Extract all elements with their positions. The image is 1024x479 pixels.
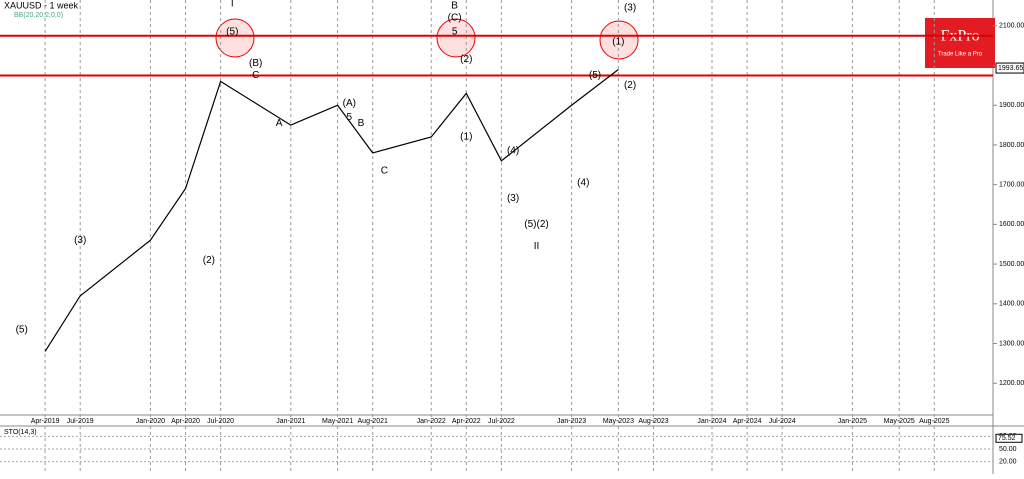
price-line [44,69,619,352]
highlight-circle [215,18,255,58]
x-tick-label: Apr-2019 [31,418,60,425]
wave-label: (3) [624,3,636,14]
wave-label: (1) [612,36,624,47]
wave-label: II [534,241,540,252]
wave-label: (1) [460,132,472,143]
x-tick-label: Aug-2025 [919,418,949,425]
y-tick-label: 20.00 [999,458,1017,465]
wave-label: (A) [343,98,356,109]
x-tick-label: Jan-2023 [557,418,586,425]
x-tick-label: Jul-2024 [769,418,796,425]
wave-label: (2) [460,54,472,65]
wave-label: (5)(2) [524,219,548,230]
y-tick-label: 1700.00 [999,182,1024,189]
x-tick-label: Aug-2023 [638,418,668,425]
wave-label: (2) [624,80,636,91]
wave-label: (B) [249,58,262,69]
wave-label: B [358,118,365,129]
wave-label: (2) [203,255,215,266]
x-tick-label: Aug-2021 [358,418,388,425]
y-tick-label: 1200.00 [999,380,1024,387]
y-tick-label: 2100.00 [999,23,1024,30]
wave-label: 5 [452,26,458,37]
oscillator-title: STO(14,3) [4,429,37,436]
y-tick-label: 1800.00 [999,142,1024,149]
x-tick-label: May-2021 [322,418,353,425]
logo [925,18,995,68]
wave-label: C [252,70,259,81]
x-tick-label: Apr-2024 [733,418,762,425]
y-tick-label: 1500.00 [999,261,1024,268]
y-tick-label: 1900.00 [999,102,1024,109]
wave-label: 5 [347,112,353,123]
x-tick-label: Jan-2024 [697,418,726,425]
wave-label: (C) [448,13,462,24]
osc-tag [995,433,1023,443]
price-tag-label: 1993.65 [998,65,1023,72]
chart-title: XAUUSD - 1 week [4,0,79,10]
wave-label: (3) [74,235,86,246]
highlight-circle [436,18,476,58]
wave-label: (5) [589,70,601,81]
wave-label: A [276,118,283,129]
wave-label: B [451,1,458,12]
x-tick-label: Apr-2022 [452,418,481,425]
wave-label: (3) [507,193,519,204]
logo-tagline: Trade Like a Pro [938,52,983,58]
osc-tag-label: 75.52 [998,435,1016,442]
wave-label: (4) [507,146,519,157]
x-tick-label: Apr-2020 [171,418,200,425]
x-tick-label: Jul-2020 [207,418,234,425]
y-tick-label: 1300.00 [999,340,1024,347]
x-tick-label: Jan-2020 [136,418,165,425]
wave-label: (5) [16,324,28,335]
x-tick-label: Jul-2019 [67,418,94,425]
wave-label: C [381,165,388,176]
y-tick-label: 1600.00 [999,221,1024,228]
highlight-circle [599,20,639,60]
y-tick-label: 50.00 [999,446,1017,453]
indicator-label: BB(20,20,2,0,0) [14,12,63,19]
x-tick-label: Jan-2022 [417,418,446,425]
x-tick-label: Jan-2021 [276,418,305,425]
wave-label: (4) [577,177,589,188]
wave-label: (5) [226,26,238,37]
x-tick-label: Jul-2022 [488,418,515,425]
y-tick-label: 1400.00 [999,301,1024,308]
price-tag [995,62,1024,74]
wave-label: I [231,0,234,10]
x-tick-label: May-2025 [884,418,915,425]
x-tick-label: May-2023 [603,418,634,425]
x-tick-label: Jan-2025 [838,418,867,425]
